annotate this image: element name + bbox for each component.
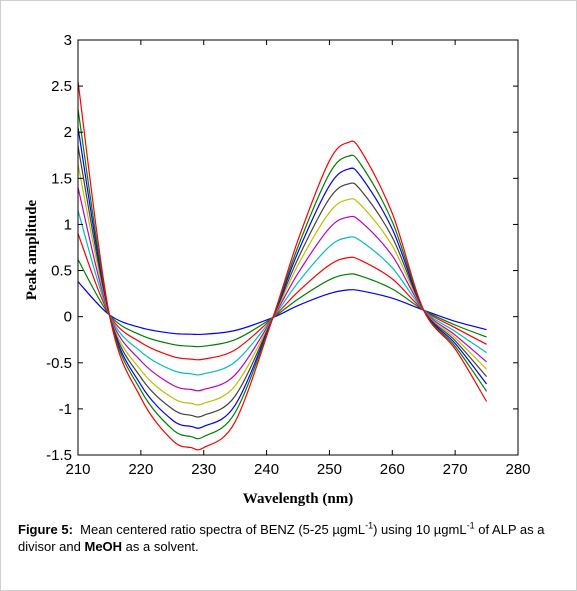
series-line-3: [77, 233, 487, 361]
series-line-9: [77, 109, 488, 440]
y-axis-label: Peak amplitude: [24, 199, 40, 300]
y-label-group: Peak amplitude: [24, 199, 40, 300]
caption-sup-1: -1: [365, 520, 374, 531]
y-tick-label: 2: [64, 124, 72, 141]
series-line-1: [77, 281, 487, 336]
y-tick-label: -0.5: [46, 355, 72, 372]
x-tick-label: 270: [443, 461, 468, 478]
series-line-4: [77, 210, 487, 376]
series-line-8: [77, 127, 488, 429]
caption-text-3: of ALP as a divisor and: [18, 522, 545, 554]
caption-figure-label: Figure 5:: [18, 522, 73, 537]
series-line-2: [77, 259, 487, 348]
y-tick-label: 0: [64, 309, 72, 326]
plot-frame: [77, 39, 519, 456]
caption-text-1: Mean centered ratio spectra of BENZ (5-2…: [80, 522, 366, 537]
x-tick-label: 210: [65, 461, 90, 478]
x-tick-label: 240: [254, 461, 279, 478]
x-tick-label: 220: [128, 461, 153, 478]
y-tick-label: 0.5: [51, 263, 72, 280]
figure-caption: Figure 5: Mean centered ratio spectra of…: [18, 521, 566, 555]
series-line-10: [77, 81, 488, 451]
x-tick-label: 250: [317, 461, 342, 478]
x-tick-label: 280: [505, 461, 530, 478]
caption-text-2: ) using 10 µgmL: [373, 522, 467, 537]
series-line-7: [77, 145, 488, 418]
y-tick-label: -1.5: [46, 447, 72, 464]
y-tick-label: 1: [64, 216, 72, 233]
series-line-6: [77, 164, 488, 406]
spectra-chart: Peak amplitude Wavelength (nm) 210 220 230…: [24, 32, 531, 507]
x-tick-label: 260: [380, 461, 405, 478]
caption-solvent: MeOH: [84, 539, 123, 554]
plot-layer: 210 220 230 240 250 260 270 280 3 2.5 2 1.5 1 0.5 0 -0.…: [46, 32, 530, 478]
series-line-5: [77, 187, 487, 392]
y-tick-label: 3: [64, 32, 72, 49]
caption-text-4: as a solvent.: [122, 539, 199, 554]
x-tick-label: 230: [191, 461, 216, 478]
y-tick-label: -1: [59, 401, 72, 418]
x-axis-label: Wavelength (nm): [243, 491, 353, 507]
y-tick-label: 2.5: [51, 78, 72, 95]
y-tick-label: 1.5: [51, 170, 72, 187]
caption-sup-2: -1: [466, 520, 475, 531]
